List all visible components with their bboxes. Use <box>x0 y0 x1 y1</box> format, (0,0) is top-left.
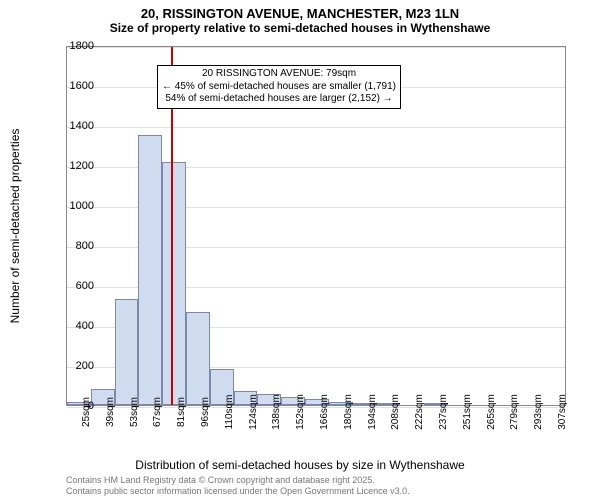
xtick-label: 110sqm <box>224 395 235 430</box>
xtick-label: 124sqm <box>248 394 259 430</box>
annotation-box: 20 RISSINGTON AVENUE: 79sqm← 45% of semi… <box>157 65 401 109</box>
ytick-label: 1400 <box>54 120 94 132</box>
footer-line-1: Contains HM Land Registry data © Crown c… <box>66 475 410 486</box>
xtick-label: 152sqm <box>295 394 306 430</box>
ytick-label: 1800 <box>54 40 94 52</box>
ytick-label: 400 <box>54 320 94 332</box>
annotation-line-3: 54% of semi-detached houses are larger (… <box>162 93 396 106</box>
histogram-bar <box>186 312 210 405</box>
chart-title-block: 20, RISSINGTON AVENUE, MANCHESTER, M23 1… <box>0 0 600 37</box>
histogram-bar <box>162 162 186 405</box>
xtick-label: 138sqm <box>271 394 282 430</box>
xtick-label: 208sqm <box>390 394 401 430</box>
xtick-label: 279sqm <box>509 394 520 430</box>
footer-attribution: Contains HM Land Registry data © Crown c… <box>66 475 410 497</box>
xtick-label: 81sqm <box>176 397 187 427</box>
xtick-label: 237sqm <box>438 394 449 430</box>
title-line-2: Size of property relative to semi-detach… <box>10 21 590 35</box>
gridline <box>67 127 565 128</box>
ytick-label: 1000 <box>54 200 94 212</box>
ytick-label: 600 <box>54 280 94 292</box>
footer-line-2: Contains public sector information licen… <box>66 486 410 497</box>
ytick-label: 1200 <box>54 160 94 172</box>
xtick-label: 39sqm <box>105 397 116 427</box>
xtick-label: 293sqm <box>533 394 544 430</box>
x-axis-label: Distribution of semi-detached houses by … <box>0 458 600 472</box>
annotation-line-1: 20 RISSINGTON AVENUE: 79sqm <box>162 68 396 81</box>
gridline <box>67 47 565 48</box>
histogram-bar <box>115 299 139 405</box>
y-axis-label: Number of semi-detached properties <box>8 129 22 324</box>
xtick-label: 25sqm <box>81 397 92 427</box>
chart-plot-area: 20 RISSINGTON AVENUE: 79sqm← 45% of semi… <box>66 46 566 406</box>
xtick-label: 67sqm <box>152 397 163 427</box>
xtick-label: 222sqm <box>414 394 425 430</box>
title-line-1: 20, RISSINGTON AVENUE, MANCHESTER, M23 1… <box>10 6 590 21</box>
annotation-line-2: ← 45% of semi-detached houses are smalle… <box>162 81 396 94</box>
xtick-label: 194sqm <box>367 394 378 430</box>
xtick-label: 180sqm <box>343 394 354 430</box>
ytick-label: 800 <box>54 240 94 252</box>
xtick-label: 251sqm <box>462 394 473 430</box>
xtick-label: 166sqm <box>319 394 330 430</box>
xtick-label: 53sqm <box>129 397 140 427</box>
histogram-bar <box>138 135 162 405</box>
xtick-label: 96sqm <box>200 397 211 427</box>
ytick-label: 1600 <box>54 80 94 92</box>
xtick-label: 265sqm <box>486 394 497 430</box>
xtick-label: 307sqm <box>557 394 568 430</box>
ytick-label: 200 <box>54 360 94 372</box>
